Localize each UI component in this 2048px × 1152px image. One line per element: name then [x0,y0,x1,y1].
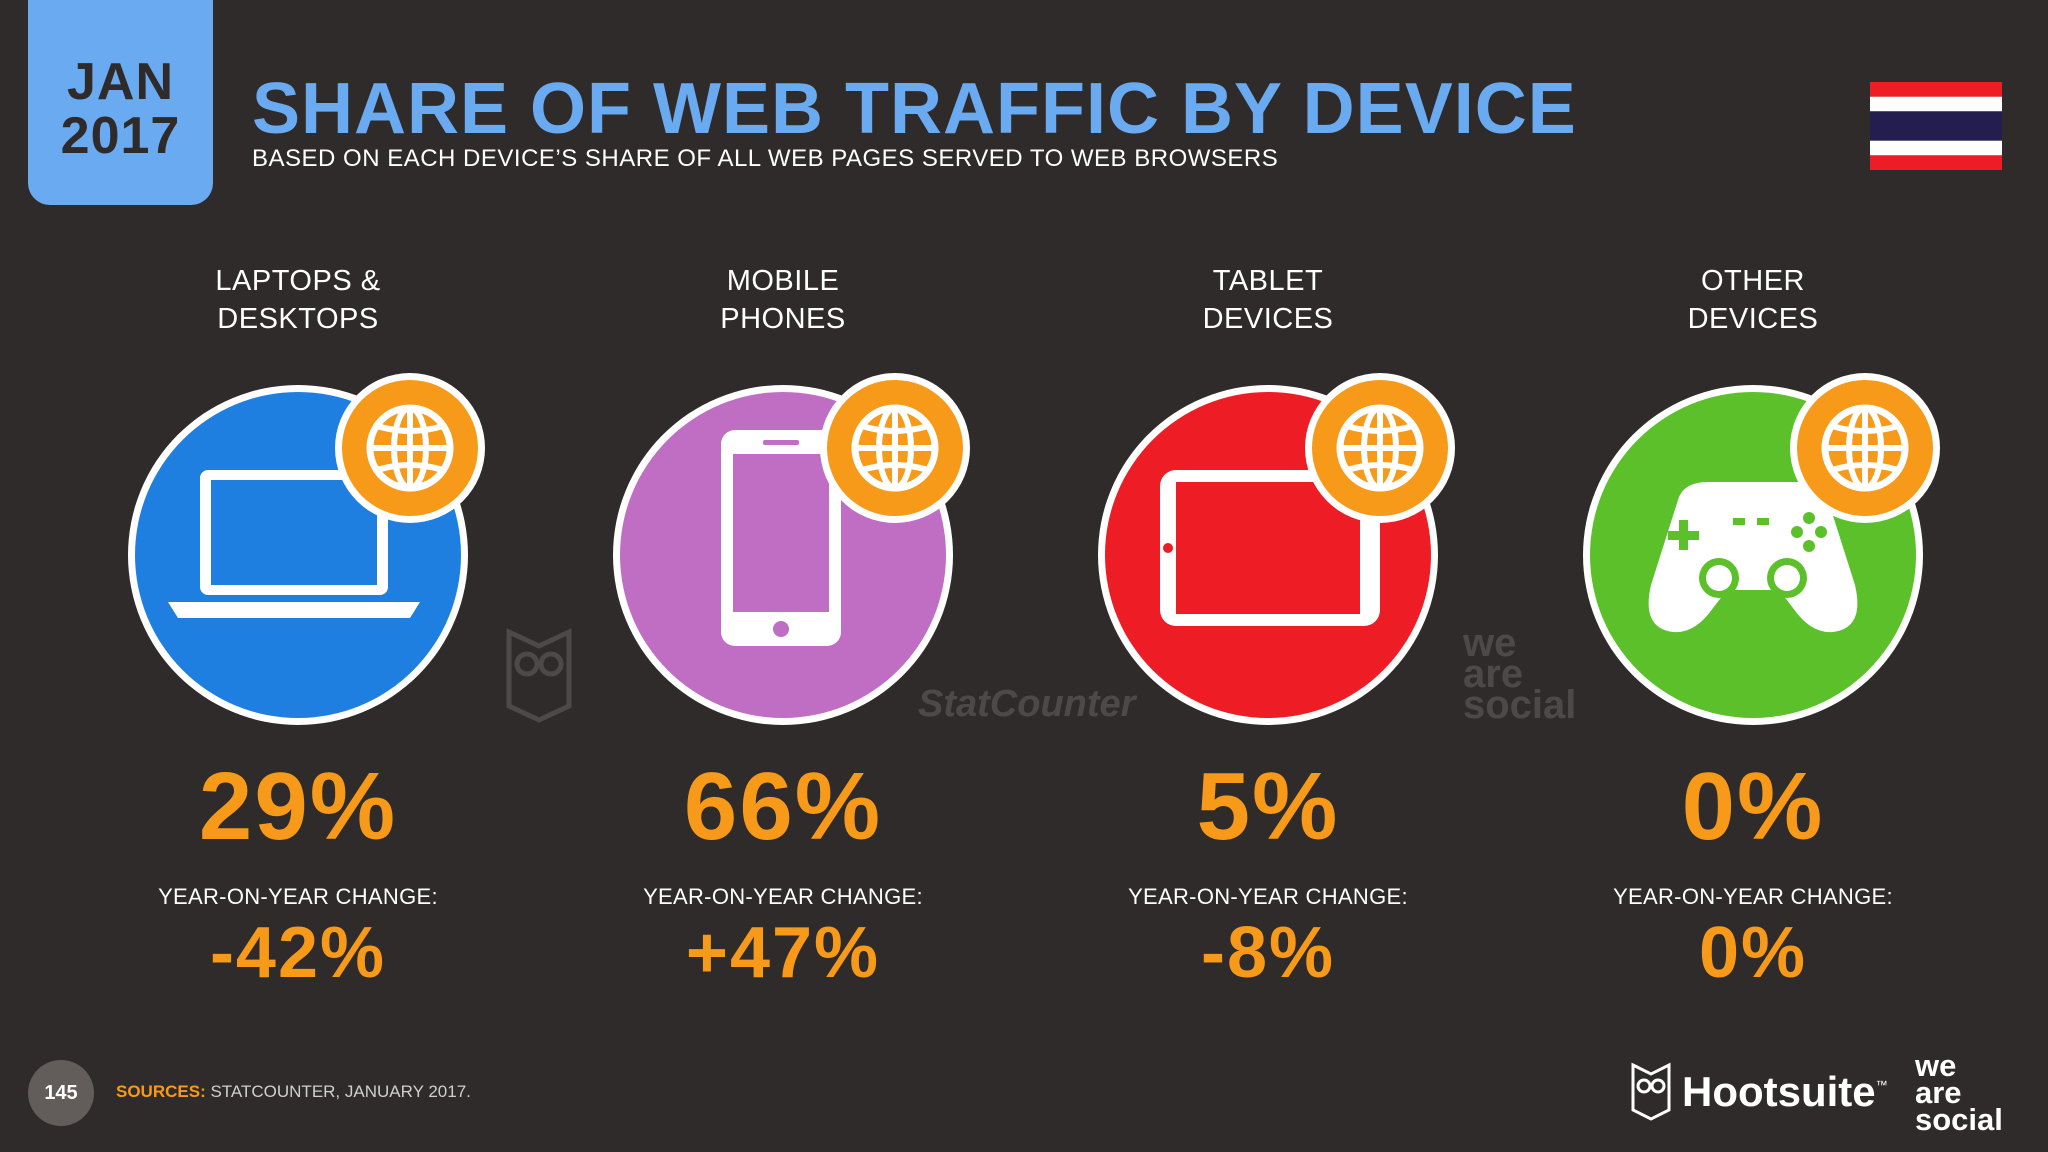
watermark-word: we [1463,621,1517,665]
date-badge: JAN 2017 [28,0,213,205]
device-column-laptops: LAPTOPS & DESKTOPS 29% YEAR-ON-YEAR CHAN… [88,262,508,993]
category-label-line2: DEVICES [1687,303,1819,335]
logo-word: we [1915,1048,1957,1083]
share-value: 66% [683,753,883,860]
yoy-label: YEAR-ON-YEAR CHANGE: [1613,884,1893,909]
sources-key: SOURCES: [116,1082,206,1101]
category-label-line2: PHONES [720,303,846,335]
statcounter-watermark: StatCounter [918,683,1136,725]
globe-icon [335,373,485,523]
other-circle [1583,373,1940,725]
category-label: MOBILE PHONES [573,262,993,342]
tablet-icon [1160,470,1380,626]
category-label: TABLET DEVICES [1058,262,1478,342]
category-label-line1: MOBILE [726,265,840,297]
yoy-label: YEAR-ON-YEAR CHANGE: [1128,884,1408,909]
laptop-circle [128,373,485,725]
category-label: OTHER DEVICES [1543,262,1963,342]
mobile-circle [613,373,970,725]
hootsuite-owl-watermark-icon [506,628,572,723]
share-value: 0% [1681,753,1825,860]
page-subtitle: BASED ON EACH DEVICE’S SHARE OF ALL WEB … [252,145,1279,172]
thailand-flag-icon [1870,82,2002,170]
category-label-line2: DESKTOPS [217,303,379,335]
globe-icon [1305,373,1455,523]
device-column-tablet: TABLET DEVICES 5% YEAR-ON-YEAR CHANGE: -… [1058,262,1478,993]
globe-icon [820,373,970,523]
yoy-label: YEAR-ON-YEAR CHANGE: [158,884,438,909]
trademark: ™ [1875,1078,1888,1092]
yoy-value: -42% [209,913,387,993]
yoy-value: -8% [1200,913,1336,993]
hootsuite-owl-icon [1631,1062,1671,1121]
logo-word: social [1915,1102,2003,1137]
wearesocial-watermark: we are social [1463,621,1577,727]
game-controller-icon [1648,482,1858,633]
watermark-word: social [1463,683,1577,727]
sources-note: SOURCES: STATCOUNTER, JANUARY 2017. [116,1082,471,1102]
hootsuite-name: Hootsuite [1682,1068,1876,1115]
category-label-line1: OTHER [1701,265,1805,297]
category-label: LAPTOPS & DESKTOPS [88,262,508,342]
category-label-line1: LAPTOPS & [215,265,381,297]
date-year: 2017 [60,106,181,165]
wearesocial-logo: we are social [1915,1048,2003,1137]
laptop-icon [168,470,420,618]
page-number: 145 [28,1060,94,1126]
watermark-word: are [1463,652,1524,696]
globe-icon [1790,373,1940,523]
share-value: 29% [198,753,398,860]
yoy-value: 0% [1698,913,1808,993]
yoy-label: YEAR-ON-YEAR CHANGE: [643,884,923,909]
mobile-phone-icon [721,430,841,646]
share-value: 5% [1196,753,1340,860]
page-title: SHARE OF WEB TRAFFIC BY DEVICE [252,69,1577,149]
device-column-mobile: MOBILE PHONES 66% YEAR-ON-YEAR CHANGE: +… [573,262,993,993]
logo-word: are [1915,1075,1962,1110]
category-label-line1: TABLET [1212,265,1324,297]
sources-text: STATCOUNTER, JANUARY 2017. [205,1082,471,1101]
category-label-line2: DEVICES [1202,303,1334,335]
device-column-other: OTHER DEVICES [1543,262,1963,993]
yoy-value: +47% [685,913,881,993]
tablet-circle [1098,373,1455,725]
date-month: JAN [66,52,175,111]
hootsuite-logo: Hootsuite ™ [1630,1062,1888,1122]
